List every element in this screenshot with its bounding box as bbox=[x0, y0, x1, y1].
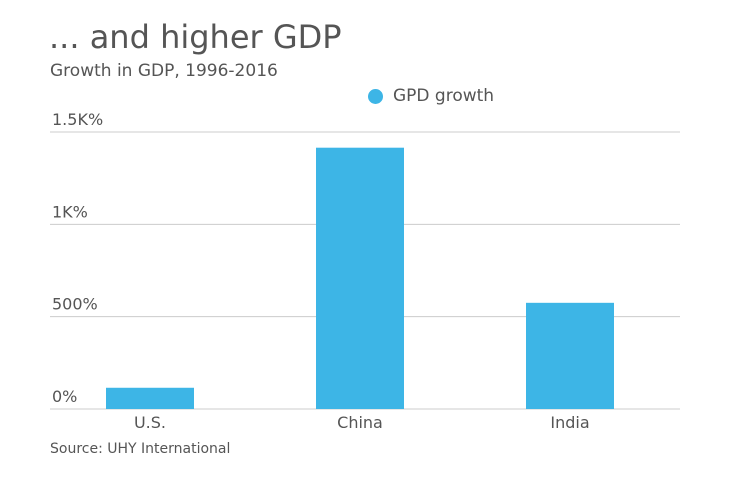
bar-india bbox=[526, 302, 614, 409]
source-note: Source: UHY International bbox=[50, 441, 231, 457]
bar-u-s bbox=[106, 387, 194, 409]
y-tick-label: 500% bbox=[52, 295, 98, 314]
y-tick-label: 1K% bbox=[52, 202, 88, 221]
legend-swatch bbox=[368, 88, 383, 104]
chart-subtitle: Growth in GDP, 1996-2016 bbox=[50, 61, 278, 81]
legend-label: GPD growth bbox=[393, 86, 495, 106]
y-tick-label: 0% bbox=[52, 387, 77, 406]
x-tick-label: U.S. bbox=[134, 413, 166, 432]
y-tick-label: 1.5K% bbox=[52, 110, 103, 129]
x-tick-label: China bbox=[337, 413, 383, 432]
chart-title: ... and higher GDP bbox=[49, 18, 342, 56]
x-tick-label: India bbox=[550, 413, 589, 432]
legend: GPD growth bbox=[368, 86, 494, 106]
bar-china bbox=[316, 147, 404, 410]
